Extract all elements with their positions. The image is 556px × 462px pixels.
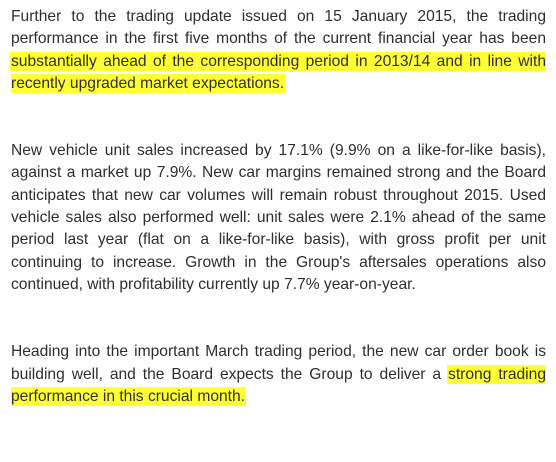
- document-body: Further to the trading update issued on …: [11, 6, 546, 408]
- paragraph-text: Further to the trading update issued on …: [11, 8, 546, 48]
- paragraph-vehicle-sales: New vehicle unit sales increased by 17.1…: [11, 140, 546, 296]
- paragraph-text: Heading into the important March trading…: [11, 343, 546, 383]
- paragraph-trading-update: Further to the trading update issued on …: [11, 6, 546, 95]
- paragraph-outlook: Heading into the important March trading…: [11, 341, 546, 408]
- paragraph-text: New vehicle unit sales increased by 17.1…: [11, 142, 546, 293]
- highlighted-text: substantially ahead of the corresponding…: [11, 52, 546, 92]
